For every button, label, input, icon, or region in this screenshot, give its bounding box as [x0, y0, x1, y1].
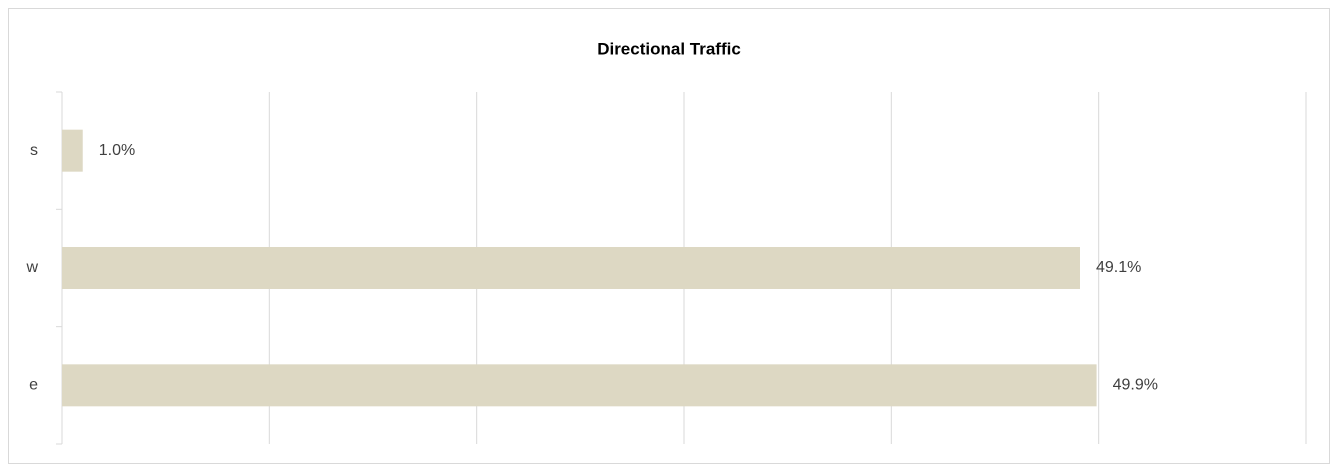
bar: [62, 247, 1081, 289]
data-label: 1.0%: [99, 142, 135, 159]
data-label: 49.9%: [1113, 377, 1158, 394]
y-tick-label: s: [30, 142, 38, 159]
bar: [62, 364, 1097, 407]
y-tick-label: w: [25, 259, 38, 276]
data-label: 49.1%: [1096, 259, 1141, 276]
y-tick-label: e: [29, 377, 38, 394]
bar: [62, 129, 83, 172]
chart-title: Directional Traffic: [597, 39, 741, 58]
